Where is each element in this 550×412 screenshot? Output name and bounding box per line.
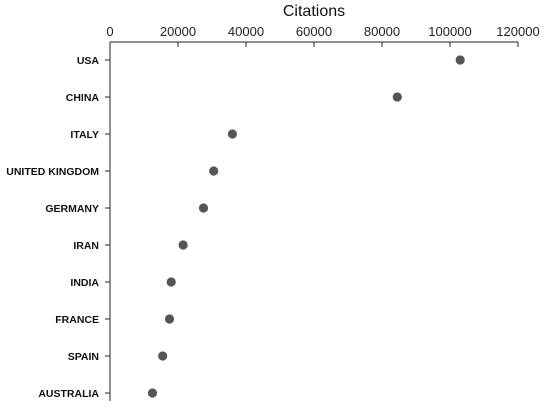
category-label: SPAIN [68,351,99,363]
category-label: UNITED KINGDOM [6,166,99,178]
x-tick-label: 120000 [496,24,539,39]
x-tick-label: 100000 [428,24,471,39]
data-point [455,55,465,65]
category-label: GERMANY [45,203,99,215]
x-tick-label: 80000 [364,24,400,39]
data-point [227,129,237,139]
x-axis: 0 20000 40000 60000 80000 100000 120000 [106,24,540,47]
y-axis: USA CHINA ITALY UNITED KINGDOM GERMANY IRAN IN… [6,42,111,401]
data-points [147,55,465,398]
category-label: CHINA [66,92,100,104]
x-tick-label: 40000 [228,24,264,39]
x-tick-label: 0 [106,24,113,39]
category-label: IRAN [73,240,99,252]
data-point [198,203,209,213]
data-point [178,240,188,250]
data-point [209,166,219,176]
data-point [392,92,402,102]
category-label: AUSTRALIA [38,388,99,400]
category-label: ITALY [70,129,99,141]
x-tick-label: 60000 [296,24,332,39]
category-label: FRANCE [55,314,99,326]
category-label: USA [77,55,100,67]
data-point [147,388,158,398]
data-point [166,277,176,287]
x-axis-title: Citations [283,3,345,20]
data-point [158,351,168,361]
x-tick-label: 20000 [160,24,196,39]
data-point [164,314,175,324]
category-label: INDIA [70,277,99,289]
